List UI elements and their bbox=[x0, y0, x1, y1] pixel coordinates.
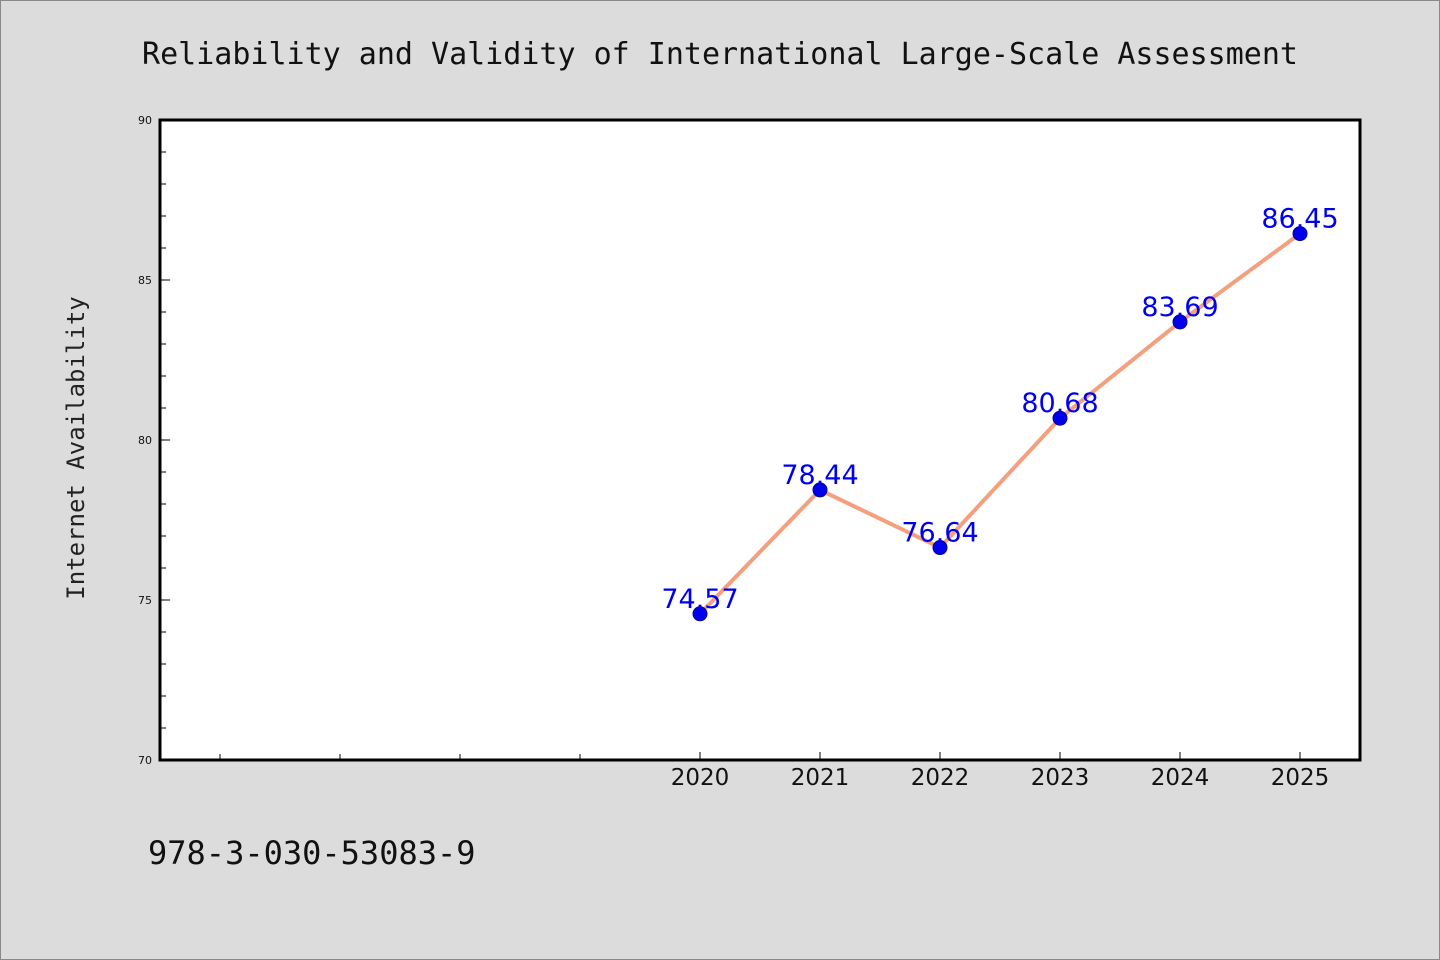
y-tick-label: 85 bbox=[138, 274, 152, 287]
series-layer: 74.57 78.44 76.64 80.68 83.69 86.45 bbox=[661, 204, 1339, 622]
x-axis-ticks: 2020 2021 2022 2023 2024 2025 bbox=[219, 752, 1330, 791]
y-axis-ticks: 70 75 80 85 90 bbox=[138, 114, 170, 767]
x-tick-label: 2021 bbox=[791, 765, 850, 791]
data-point bbox=[1172, 314, 1188, 330]
data-label: 76.64 bbox=[901, 518, 978, 549]
x-tick-label: 2022 bbox=[911, 765, 970, 791]
plot-area bbox=[158, 118, 1362, 762]
data-point bbox=[932, 540, 948, 556]
y-tick-label: 90 bbox=[138, 114, 152, 127]
data-point bbox=[1292, 226, 1308, 242]
footer-code: 978-3-030-53083-9 bbox=[148, 834, 476, 872]
data-label: 83.69 bbox=[1141, 292, 1218, 323]
data-label: 78.44 bbox=[781, 460, 858, 491]
x-tick-label: 2024 bbox=[1151, 765, 1210, 791]
data-point bbox=[1052, 410, 1068, 426]
series-line bbox=[698, 231, 1302, 616]
x-tick-label: 2025 bbox=[1271, 765, 1330, 791]
data-label: 80.68 bbox=[1021, 388, 1098, 419]
data-point bbox=[692, 606, 708, 622]
x-tick-label: 2020 bbox=[671, 765, 730, 791]
data-label: 86.45 bbox=[1261, 204, 1338, 235]
y-tick-label: 80 bbox=[138, 434, 152, 447]
chart-title: Reliability and Validity of Internationa… bbox=[142, 37, 1298, 72]
x-tick-label: 2023 bbox=[1031, 765, 1090, 791]
y-tick-label: 70 bbox=[138, 754, 152, 767]
y-axis-label: Internet Availability bbox=[62, 296, 90, 599]
data-point bbox=[812, 482, 828, 498]
data-label: 74.57 bbox=[661, 584, 738, 615]
y-tick-label: 75 bbox=[138, 594, 152, 607]
